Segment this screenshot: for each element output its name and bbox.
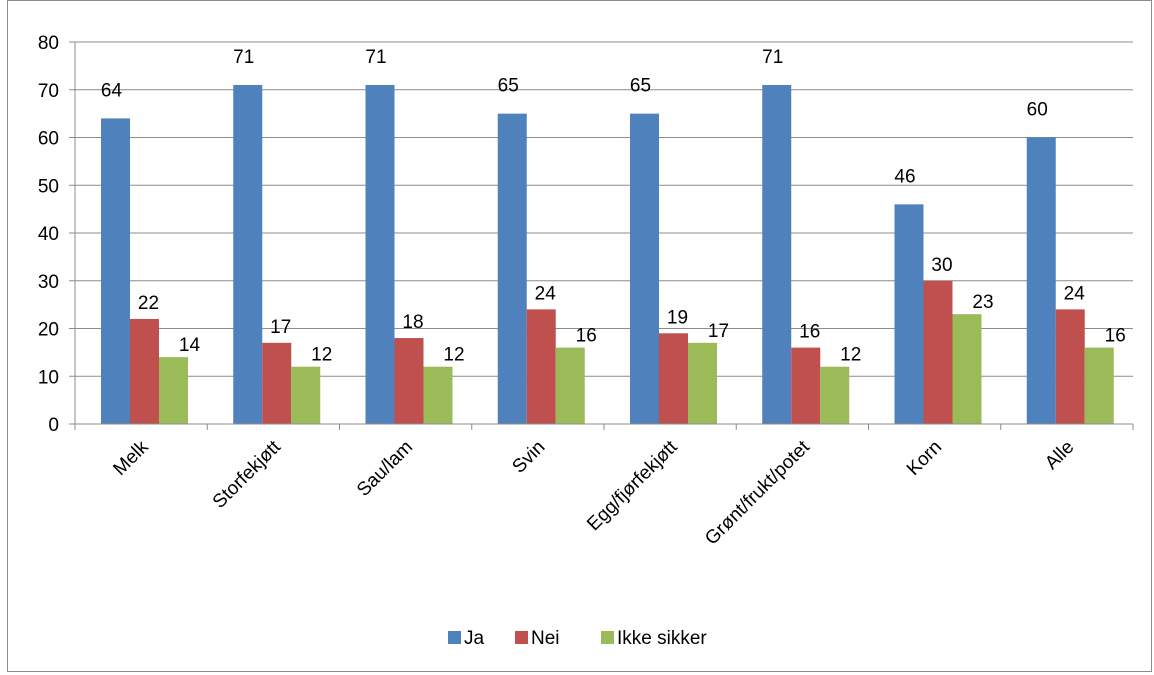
data-label: 22 <box>138 293 159 314</box>
x-tick-label: Sau/lam <box>353 437 417 501</box>
x-tick-label: Storfekjøtt <box>209 436 286 513</box>
bar-ikke-sikker <box>688 342 717 424</box>
data-label: 71 <box>762 47 783 68</box>
y-tick-label: 60 <box>38 129 59 150</box>
x-tick-label: Alle <box>1041 437 1078 474</box>
bar-ja <box>101 118 130 425</box>
data-label: 24 <box>535 283 557 304</box>
data-label: 71 <box>365 47 386 68</box>
y-tick-label: 0 <box>48 415 59 436</box>
data-label: 65 <box>630 76 651 97</box>
data-label: 12 <box>840 345 861 366</box>
bar-ja <box>1026 137 1056 424</box>
bar-ja <box>894 204 924 424</box>
data-label: 71 <box>233 47 254 68</box>
bar-ikke-sikker <box>1084 347 1114 424</box>
data-labels: 64 71 71 65 65 71 46 60 22 17 18 24 19 16 30 24 14 12 12 16… <box>101 47 1126 366</box>
data-label: 17 <box>270 317 291 338</box>
bar-ikke-sikker <box>423 366 453 424</box>
y-tick-label: 30 <box>38 272 59 293</box>
y-tick-label: 10 <box>38 367 59 388</box>
data-label: 14 <box>179 335 201 356</box>
data-label: 19 <box>667 307 688 328</box>
data-label: 18 <box>402 312 423 333</box>
y-tick-label: 20 <box>38 320 59 341</box>
data-label: 16 <box>576 326 597 347</box>
data-label: 12 <box>443 345 464 366</box>
bar-nei <box>791 347 821 424</box>
bar-ja <box>630 113 659 424</box>
data-label: 16 <box>799 322 820 343</box>
bar-ikke-sikker <box>555 347 585 424</box>
bar-ja <box>365 84 395 424</box>
legend-swatch <box>448 631 461 644</box>
x-tick-label: Egg/fjørfekjøtt <box>583 436 682 535</box>
data-label: 60 <box>1027 100 1048 121</box>
y-tick-label: 40 <box>38 224 59 245</box>
bar-ja <box>762 84 792 424</box>
data-label: 16 <box>1105 326 1126 347</box>
data-label: 46 <box>894 166 915 187</box>
bar-nei <box>130 318 159 424</box>
legend-label: Ja <box>464 628 485 649</box>
bar-nei <box>1055 309 1085 424</box>
x-tick-label: Melk <box>109 436 153 480</box>
bar-ikke-sikker <box>291 366 321 424</box>
legend: Ja Nei Ikke sikker <box>448 628 707 649</box>
legend-swatch <box>601 631 614 644</box>
data-label: 17 <box>708 321 729 342</box>
y-tick-label: 50 <box>38 176 59 197</box>
data-label: 64 <box>101 80 123 101</box>
bars <box>101 84 1114 425</box>
data-label: 23 <box>972 292 993 313</box>
bar-nei <box>262 342 292 424</box>
bar-ja <box>233 84 263 424</box>
data-label: 30 <box>931 255 952 276</box>
legend-label: Ikke sikker <box>617 628 707 649</box>
bar-ikke-sikker <box>159 357 188 424</box>
x-tick-label: Grønt/frukt/potet <box>701 436 814 549</box>
data-label: 24 <box>1064 283 1086 304</box>
axes: 0 10 20 30 40 50 60 70 80 Melk Storfekjøtt Sau/lam S… <box>38 33 1134 549</box>
data-label: 12 <box>311 345 332 366</box>
bar-ja <box>497 113 527 424</box>
bar-nei <box>394 338 424 424</box>
bar-nei <box>923 280 953 424</box>
data-label: 65 <box>498 76 519 97</box>
x-tick-label: Svin <box>508 437 549 478</box>
legend-label: Nei <box>531 628 560 649</box>
bar-nei <box>659 333 688 424</box>
y-tick-label: 70 <box>38 81 59 102</box>
bar-ikke-sikker <box>820 366 850 424</box>
legend-swatch <box>515 631 528 644</box>
x-tick-label: Korn <box>903 437 946 480</box>
bar-nei <box>526 309 556 424</box>
bar-ikke-sikker <box>952 314 982 424</box>
y-tick-label: 80 <box>38 33 59 54</box>
